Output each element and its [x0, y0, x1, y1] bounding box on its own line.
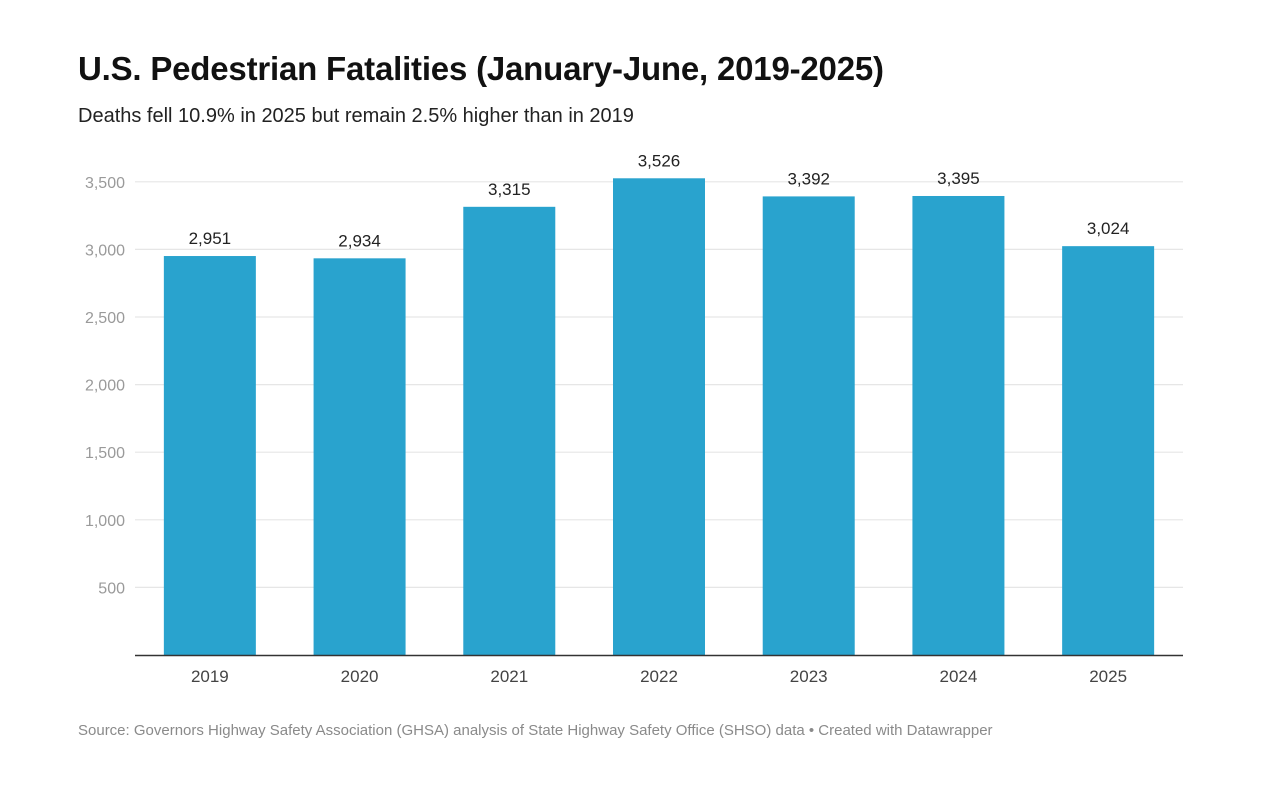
y-tick-label: 2,500: [85, 310, 125, 327]
bar-2021: [463, 206, 556, 655]
x-tick-label-2022: 2022: [640, 667, 678, 686]
x-tick-label-2020: 2020: [341, 667, 379, 686]
y-tick-label: 3,500: [85, 175, 125, 192]
y-tick-label: 500: [98, 580, 125, 597]
y-tick-label: 2,000: [85, 378, 125, 395]
x-tick-label-2019: 2019: [191, 667, 229, 686]
x-tick-label-2025: 2025: [1089, 667, 1127, 686]
y-tick-label: 1,500: [85, 445, 125, 462]
bars: [163, 178, 1155, 656]
y-tick-label: 3,000: [85, 242, 125, 259]
value-label-2025: 3,024: [1087, 219, 1130, 238]
source-note: Source: Governors Highway Safety Associa…: [78, 722, 993, 739]
value-label-2020: 2,934: [338, 231, 381, 250]
bar-2022: [613, 178, 705, 656]
y-axis-tick-labels: 500 1,000 1,500 2,000 2,500 3,000 3,500: [85, 175, 125, 598]
bar-2024: [912, 195, 1005, 655]
y-tick-label: 1,000: [85, 513, 125, 530]
x-tick-label-2024: 2024: [940, 667, 978, 686]
x-tick-label-2023: 2023: [790, 667, 828, 686]
value-label-2022: 3,526: [638, 151, 681, 170]
value-label-2019: 2,951: [189, 229, 232, 248]
chart-title: U.S. Pedestrian Fatalities (January-June…: [78, 50, 884, 87]
x-tick-label-2021: 2021: [490, 667, 528, 686]
chart-subtitle: Deaths fell 10.9% in 2025 but remain 2.5…: [78, 105, 634, 127]
value-label-2023: 3,392: [787, 169, 830, 188]
bar-2019: [163, 256, 256, 655]
bar-2020: [313, 258, 406, 655]
value-labels: 2,951 2,934 3,315 3,526 3,392 3,395 3,024: [189, 151, 1130, 250]
bar-2025: [1062, 246, 1155, 655]
value-label-2021: 3,315: [488, 180, 531, 199]
x-axis-tick-labels: 2019 2020 2021 2022 2023 2024 2025: [191, 667, 1127, 686]
bar-2023: [762, 196, 855, 655]
value-label-2024: 3,395: [937, 169, 980, 188]
